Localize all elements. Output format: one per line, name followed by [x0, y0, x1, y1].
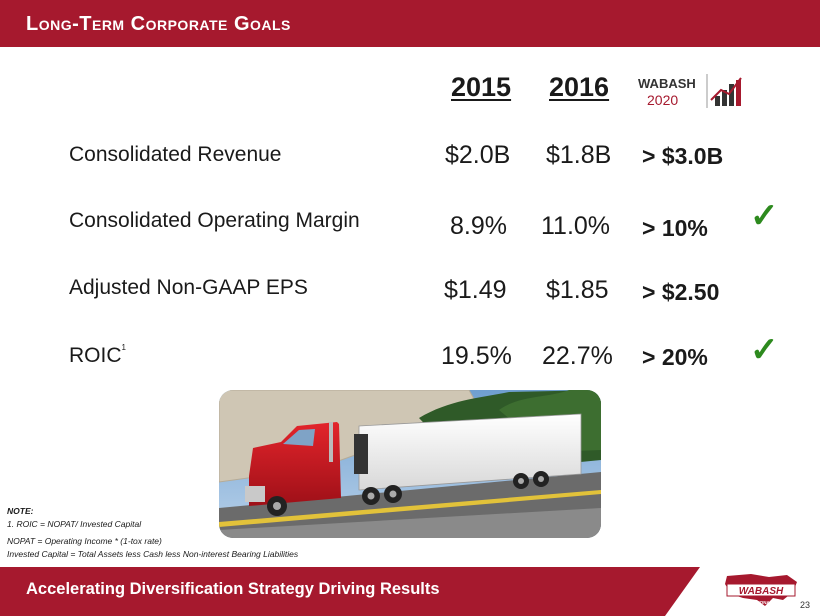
logo-2020-brand: WABASH — [638, 76, 696, 91]
operating-margin-goal: > 10% — [642, 215, 708, 241]
note-nopat-definition: NOPAT = Operating Income * (1-tox rate) — [7, 536, 162, 546]
roic-goal: > 20% — [642, 344, 708, 370]
operating-margin-2016: 11.0% — [541, 212, 611, 240]
truck-photo — [219, 390, 601, 538]
note-invested-capital-definition: Invested Capital = Total Assets less Cas… — [7, 549, 299, 559]
checkmark-icon: ✓ — [750, 197, 779, 235]
footer-bar — [0, 567, 700, 616]
eps-2016: $1.85 — [546, 276, 609, 304]
column-header-2015: 2015 — [451, 72, 512, 102]
page-number: 23 — [800, 600, 811, 610]
revenue-goal: > $3.0B — [642, 143, 724, 169]
operating-margin-2015: 8.9% — [450, 212, 507, 240]
wabash-national-logo: WABASH NATIONAL — [725, 574, 797, 606]
row-label-revenue: Consolidated Revenue — [69, 143, 282, 166]
wabash-2020-logo: WABASH 2020 — [633, 72, 746, 110]
page-title: Long-Term Corporate Goals — [26, 13, 291, 35]
row-label-roic: ROIC1 — [69, 343, 126, 368]
row-label-operating-margin: Consolidated Operating Margin — [69, 209, 360, 232]
revenue-2015: $2.0B — [445, 141, 511, 169]
footer-logo-text: WABASH — [739, 586, 784, 597]
row-label-eps: Adjusted Non-GAAP EPS — [69, 276, 308, 299]
note-roic-definition: 1. ROIC = NOPAT/ Invested Capital — [7, 519, 142, 529]
note-title: NOTE: — [7, 506, 34, 516]
roic-footnote-marker: 1 — [121, 343, 126, 352]
roic-label-text: ROIC — [69, 344, 122, 367]
header-bar — [0, 0, 820, 47]
roic-2015: 19.5% — [441, 342, 512, 370]
checkmark-icon: ✓ — [750, 331, 779, 369]
column-header-2016: 2016 — [549, 72, 610, 102]
footer-tagline: Accelerating Diversification Strategy Dr… — [26, 580, 440, 598]
eps-2015: $1.49 — [444, 276, 507, 304]
roic-2016: 22.7% — [542, 342, 613, 370]
footer-logo-subtext: NATIONAL — [750, 600, 773, 605]
eps-goal: > $2.50 — [642, 279, 720, 305]
revenue-2016: $1.8B — [546, 141, 612, 169]
logo-2020-year: 2020 — [647, 92, 678, 108]
